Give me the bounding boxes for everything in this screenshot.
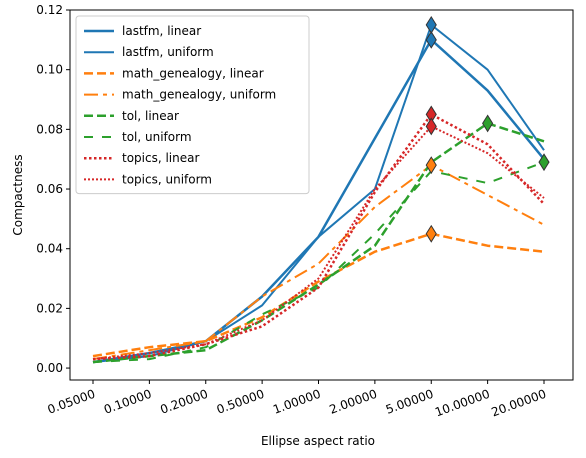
x-tick-label: 0.05000 [46,387,97,417]
y-axis: 0.00 0.02 0.04 0.06 0.08 0.10 0.12 [36,3,70,375]
max-marker [425,15,437,34]
series-line-math-genealogy-linear [92,232,545,358]
max-marker [538,153,550,172]
max-marker [425,30,437,49]
legend-label: topics, uniform [122,172,212,186]
series-line-topics-linear [92,113,545,361]
max-marker [425,117,437,136]
legend-label: topics, linear [122,151,199,165]
series-line-math-genealogy-uniform [92,164,545,361]
series-line-topics-uniform [92,125,545,361]
y-tick-label: 0.08 [36,122,63,136]
y-axis-label: Compactness [11,154,25,235]
max-marker [425,156,437,175]
max-marker [425,224,437,243]
max-marker [482,114,494,133]
legend-label: math_genealogy, linear [122,66,264,80]
y-tick-label: 0.06 [36,182,63,196]
y-tick-label: 0.12 [36,3,63,17]
legend: lastfm, linear lastfm, uniform math_geneal… [75,15,310,195]
y-tick-label: 0.00 [36,361,63,375]
legend-label: math_genealogy, uniform [122,88,276,102]
x-tick-label: 2.00000 [327,387,378,417]
x-tick-label: 0.20000 [158,387,209,417]
x-tick-label: 1.00000 [271,387,322,417]
legend-box [75,15,310,195]
legend-label: tol, uniform [122,130,192,144]
x-axis: 0.05000 0.10000 0.20000 0.50000 1.00000 2.000… [46,380,548,419]
x-tick-label: 10.00000 [433,387,492,420]
series-line-tol-linear [92,122,545,364]
plot-area [92,15,550,364]
x-tick-label: 0.50000 [215,387,266,417]
legend-label: lastfm, linear [122,24,201,38]
x-tick-label: 0.10000 [102,387,153,417]
y-tick-label: 0.10 [36,63,63,77]
legend-label: lastfm, uniform [122,45,214,59]
legend-label: tol, linear [122,109,179,123]
x-axis-label: Ellipse aspect ratio [261,434,375,448]
y-tick-label: 0.02 [36,301,63,315]
y-tick-label: 0.04 [36,242,63,256]
x-tick-label: 20.00000 [489,387,548,420]
x-tick-label: 5.00000 [384,387,435,417]
plot-frame [69,9,574,381]
